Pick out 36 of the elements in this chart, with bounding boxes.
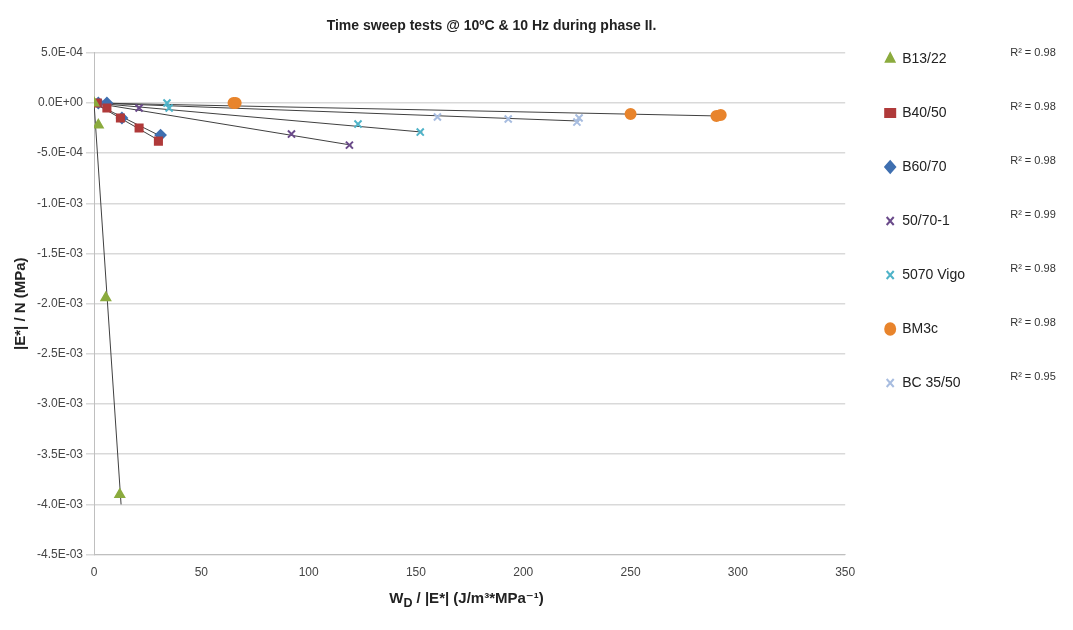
x-tick-label: 0 [90, 565, 98, 580]
y-axis-title: |E*| / N (MPa) [11, 257, 29, 350]
text: R² = 0.98 [1010, 315, 1056, 328]
y-tick-label: -2.0E-03 [36, 296, 84, 311]
x-tick-label: 350 [835, 565, 856, 580]
legend-label: BC 35/50 [902, 373, 961, 390]
y-tick-label: -1.5E-03 [36, 245, 84, 260]
y-tick-label: -1.0E-03 [36, 195, 84, 210]
x-tick-label: 200 [513, 565, 534, 580]
legend-label: B13/22 [902, 49, 947, 66]
legend-label: B40/50 [902, 103, 947, 120]
x-tick-label: 50 [194, 565, 209, 580]
text: R² = 0.98 [1010, 99, 1056, 112]
x-tick-label: 150 [405, 565, 427, 580]
y-tick-label: -2.5E-03 [36, 346, 84, 361]
legend-label: BM3c [902, 319, 938, 336]
legend-label: 50/70-1 [902, 211, 950, 228]
y-tick-label: -5.0E-04 [36, 145, 84, 160]
y-tick-label: 0.0E+00 [37, 95, 84, 110]
y-tick-label: -4.0E-03 [36, 496, 84, 511]
text: R² = 0.98 [1010, 45, 1056, 58]
x-tick-label: 300 [727, 565, 749, 580]
y-tick-label: -3.5E-03 [36, 446, 84, 461]
y-tick-label: -3.0E-03 [36, 396, 84, 411]
x-axis-title: W$_{D}$ / |E*| (J/m³*MPa⁻¹) [388, 589, 545, 610]
text: R² = 0.99 [1010, 207, 1056, 220]
y-tick-label: 5.0E-04 [40, 45, 84, 60]
x-tick-label: 100 [298, 565, 319, 580]
chart-title: Time sweep tests @ 10ºC & 10 Hz during phase II. [326, 17, 657, 34]
text: R² = 0.98 [1010, 261, 1056, 274]
legend-label: 5070 Vigo [902, 265, 966, 282]
legend-label: B60/70 [902, 157, 947, 174]
text: R² = 0.95 [1010, 369, 1056, 382]
x-tick-label: 250 [620, 565, 641, 580]
text: R² = 0.98 [1010, 153, 1056, 166]
y-tick-label: -4.5E-03 [36, 546, 84, 561]
